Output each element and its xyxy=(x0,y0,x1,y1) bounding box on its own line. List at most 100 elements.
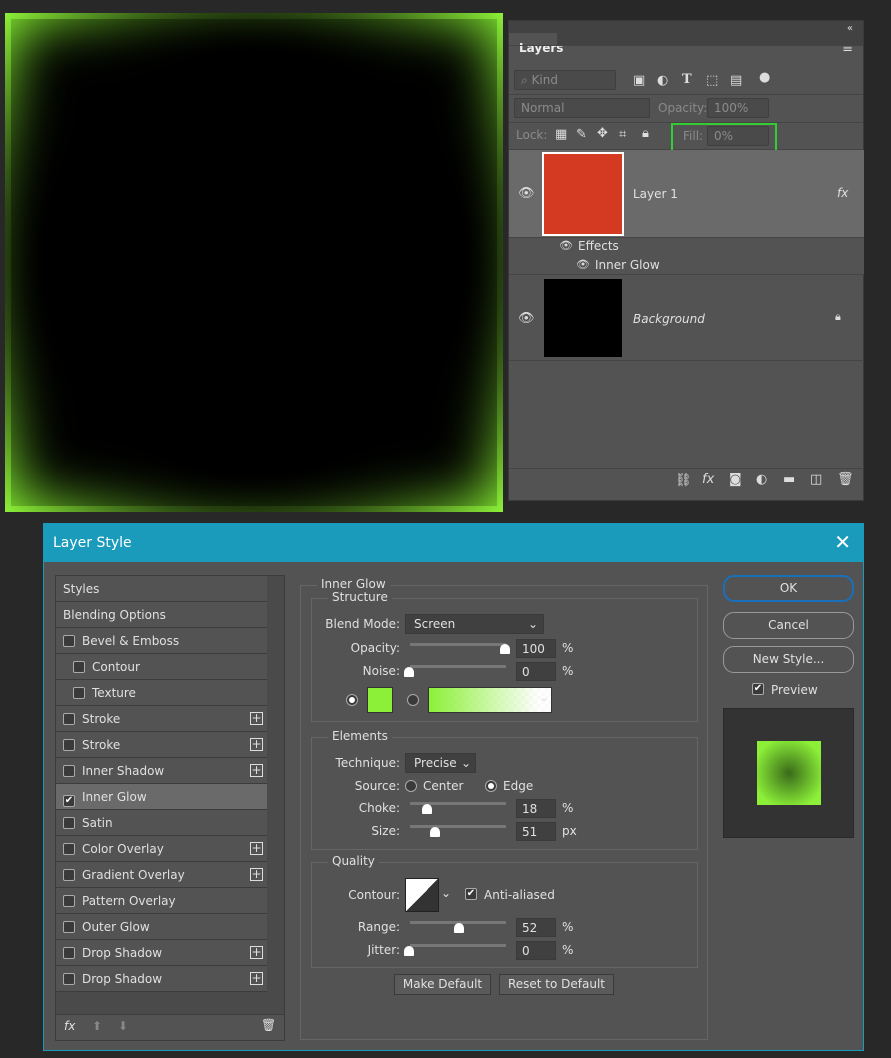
new-style-button[interactable]: New Style... xyxy=(723,646,854,673)
style-item[interactable]: Drop Shadow + xyxy=(56,966,267,992)
style-item[interactable]: Stroke + xyxy=(56,732,267,758)
opacity-input[interactable]: 100 xyxy=(516,639,556,658)
range-slider-thumb[interactable] xyxy=(454,923,464,933)
effects-eye-icon[interactable]: 👁︎ xyxy=(559,239,573,252)
delete-layer-icon[interactable]: 🗑︎ xyxy=(837,472,854,487)
new-group-icon[interactable]: ▬ xyxy=(783,472,796,487)
inner-glow-eye-icon[interactable]: 👁︎ xyxy=(576,258,590,271)
style-item[interactable]: ✔ Inner Glow xyxy=(56,784,267,810)
anti-aliased-checkbox[interactable]: ✔ xyxy=(465,888,477,900)
style-item[interactable]: Outer Glow xyxy=(56,914,267,940)
ok-button[interactable]: OK xyxy=(723,575,854,602)
document-canvas[interactable] xyxy=(5,13,503,512)
add-instance-icon[interactable]: + xyxy=(250,867,263,881)
move-down-icon[interactable]: ⬇ xyxy=(118,1019,129,1033)
lock-all-icon[interactable]: 🔒︎ xyxy=(642,126,649,141)
opacity-slider[interactable] xyxy=(410,643,506,646)
type-filter-icon[interactable]: T xyxy=(682,72,692,87)
style-item[interactable]: Contour xyxy=(56,654,267,680)
add-mask-icon[interactable]: ◙ xyxy=(729,472,742,487)
style-checkbox[interactable] xyxy=(63,895,75,907)
pixel-filter-icon[interactable]: ▣ xyxy=(633,73,646,88)
move-up-icon[interactable]: ⬆ xyxy=(92,1019,103,1033)
add-instance-icon[interactable]: + xyxy=(250,763,263,777)
tab-layers[interactable]: Layers xyxy=(509,33,563,59)
filter-toggle-icon[interactable]: ● xyxy=(759,70,771,85)
choke-input[interactable]: 18 xyxy=(516,799,556,818)
chevron-down-icon[interactable]: ⌄ xyxy=(441,886,452,900)
blend-mode-select[interactable]: Screen ⌄ xyxy=(405,614,544,634)
preview-checkbox[interactable]: ✔ xyxy=(752,683,764,695)
adjustment-filter-icon[interactable]: ◐ xyxy=(657,73,669,88)
add-instance-icon[interactable]: + xyxy=(250,945,263,959)
style-item[interactable]: Stroke + xyxy=(56,706,267,732)
fill-input[interactable]: 0% xyxy=(707,126,769,146)
fx-icon[interactable]: fx xyxy=(837,186,849,200)
style-item[interactable]: Gradient Overlay + xyxy=(56,862,267,888)
style-checkbox[interactable] xyxy=(63,817,75,829)
add-style-icon[interactable]: fx xyxy=(702,472,715,487)
style-checkbox[interactable] xyxy=(63,947,75,959)
jitter-slider[interactable] xyxy=(410,944,506,947)
style-checkbox[interactable] xyxy=(63,973,75,985)
glow-color-swatch[interactable] xyxy=(367,687,393,713)
visibility-eye-icon[interactable]: 👁︎ xyxy=(518,311,535,326)
style-item[interactable]: Styles xyxy=(56,576,267,602)
layer-row-background[interactable]: 👁︎ Background 🔒︎ xyxy=(509,275,864,361)
style-checkbox[interactable] xyxy=(63,713,75,725)
noise-slider[interactable] xyxy=(410,665,506,668)
style-checkbox[interactable] xyxy=(63,869,75,881)
chevron-down-icon[interactable]: ⌄ xyxy=(539,690,550,704)
style-item[interactable]: Drop Shadow + xyxy=(56,940,267,966)
style-item[interactable]: Pattern Overlay xyxy=(56,888,267,914)
contour-picker[interactable] xyxy=(405,878,439,912)
gradient-radio[interactable] xyxy=(407,694,419,706)
add-instance-icon[interactable]: + xyxy=(250,711,263,725)
make-default-button[interactable]: Make Default xyxy=(394,974,491,995)
visibility-eye-icon[interactable]: 👁︎ xyxy=(518,186,535,201)
size-input[interactable]: 51 xyxy=(516,822,556,841)
link-layers-icon[interactable]: ⛓ xyxy=(675,473,692,488)
style-item[interactable]: Satin xyxy=(56,810,267,836)
source-edge-radio[interactable] xyxy=(485,780,497,792)
cancel-button[interactable]: Cancel xyxy=(723,612,854,639)
style-checkbox[interactable] xyxy=(63,843,75,855)
new-layer-icon[interactable]: ◫ xyxy=(810,472,823,487)
opacity-slider-thumb[interactable] xyxy=(500,644,510,654)
style-checkbox[interactable]: ✔ xyxy=(63,795,75,807)
choke-slider-thumb[interactable] xyxy=(422,804,432,814)
style-checkbox[interactable] xyxy=(63,921,75,933)
jitter-slider-thumb[interactable] xyxy=(404,946,414,956)
close-icon[interactable]: ✕ xyxy=(834,530,851,554)
smart-object-filter-icon[interactable]: ▤ xyxy=(730,73,743,88)
adjustment-layer-icon[interactable]: ◐ xyxy=(756,472,768,487)
noise-input[interactable]: 0 xyxy=(516,662,556,681)
blend-mode-select[interactable]: Normal xyxy=(514,98,650,118)
fx-menu-button[interactable]: fx xyxy=(64,1019,76,1033)
delete-effect-icon[interactable]: 🗑︎ xyxy=(261,1018,277,1032)
choke-slider[interactable] xyxy=(410,802,506,805)
size-slider-thumb[interactable] xyxy=(430,827,440,837)
opacity-input[interactable]: 100% xyxy=(707,98,769,118)
lock-position-icon[interactable]: ✥ xyxy=(597,126,608,141)
style-checkbox[interactable] xyxy=(63,635,75,647)
size-slider[interactable] xyxy=(410,825,506,828)
range-slider[interactable] xyxy=(410,921,506,924)
add-instance-icon[interactable]: + xyxy=(250,841,263,855)
add-instance-icon[interactable]: + xyxy=(250,971,263,985)
technique-select[interactable]: Precise ⌄ xyxy=(405,753,476,773)
range-input[interactable]: 52 xyxy=(516,918,556,937)
style-checkbox[interactable] xyxy=(63,765,75,777)
jitter-input[interactable]: 0 xyxy=(516,941,556,960)
color-radio[interactable] xyxy=(346,694,358,706)
style-item[interactable]: Blending Options xyxy=(56,602,267,628)
style-checkbox[interactable] xyxy=(73,661,85,673)
lock-brush-icon[interactable]: ✎ xyxy=(576,127,587,142)
source-center-radio[interactable] xyxy=(405,780,417,792)
style-checkbox[interactable] xyxy=(63,739,75,751)
filter-kind-select[interactable]: ⌕ Kind xyxy=(514,70,616,90)
shape-filter-icon[interactable]: ⬚ xyxy=(706,73,719,88)
gradient-picker[interactable] xyxy=(428,687,552,713)
panel-menu-icon[interactable]: ≡ xyxy=(842,41,853,56)
style-item[interactable]: Color Overlay + xyxy=(56,836,267,862)
